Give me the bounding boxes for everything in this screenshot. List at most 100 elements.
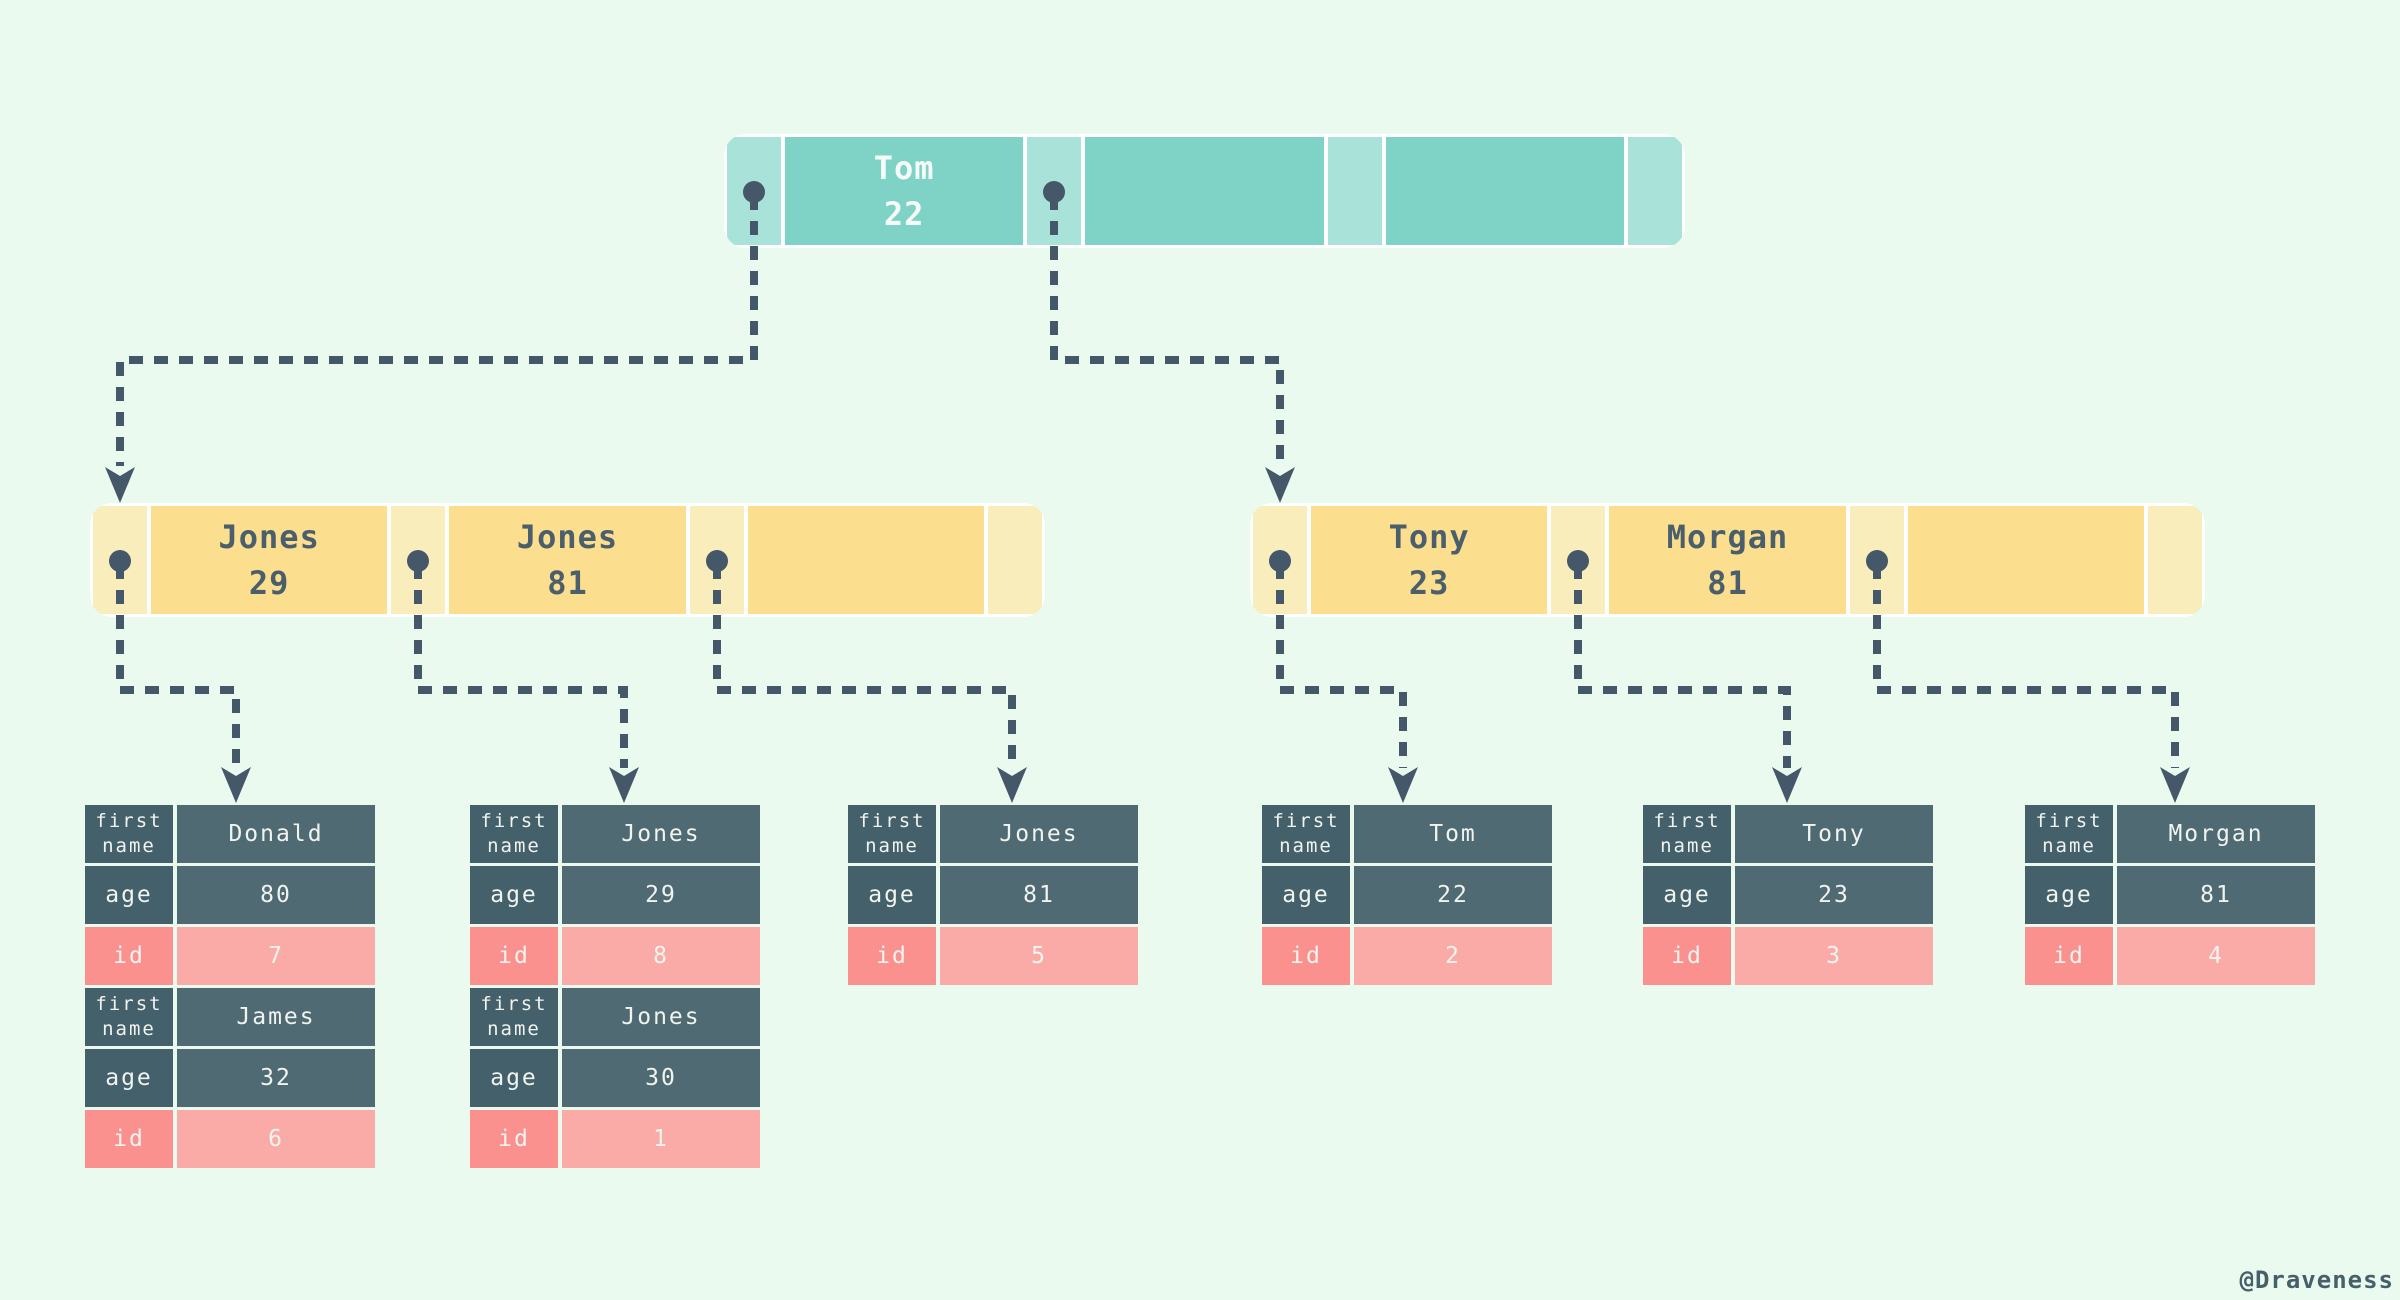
table-row: age 29: [470, 866, 760, 924]
key-cell: Morgan 81: [1609, 506, 1846, 614]
key-cell: [1385, 137, 1624, 245]
field-label: age: [1643, 866, 1731, 924]
key-cell: Tom 22: [785, 137, 1024, 245]
table-row: id 8: [470, 927, 760, 985]
key-name: Tony: [1388, 518, 1470, 556]
pointer-cell: [1253, 506, 1307, 614]
field-label: age: [470, 1049, 558, 1107]
table-row: age 81: [848, 866, 1138, 924]
table-row: age 30: [470, 1049, 760, 1107]
table-row: id 3: [1643, 927, 1933, 985]
field-value: 4: [2117, 927, 2315, 985]
field-value: 8: [562, 927, 760, 985]
table-row: first name Jones: [470, 805, 760, 863]
field-label: first name: [85, 988, 173, 1046]
key-name: Jones: [516, 518, 619, 556]
table-row: id 7: [85, 927, 375, 985]
pointer-cell: [1327, 137, 1382, 245]
field-label: id: [848, 927, 936, 985]
table-row: id 1: [470, 1110, 760, 1168]
btree-internal-node-right: Tony 23 Morgan 81: [1250, 503, 2205, 617]
field-value: Morgan: [2117, 805, 2315, 863]
table-row: first name James: [85, 988, 375, 1046]
field-label: id: [85, 927, 173, 985]
field-value: Tony: [1735, 805, 1933, 863]
field-value: James: [177, 988, 375, 1046]
key-age: 23: [1408, 564, 1450, 602]
pointer-cell: [1027, 137, 1082, 245]
table-row: age 22: [1262, 866, 1552, 924]
field-label: age: [470, 866, 558, 924]
field-value: 1: [562, 1110, 760, 1168]
key-cell: [1907, 506, 2144, 614]
pointer-cell: [727, 137, 781, 245]
field-value: 22: [1354, 866, 1552, 924]
field-value: 7: [177, 927, 375, 985]
arrowhead-icon: [997, 767, 1027, 803]
record-table-1: first name Donald age 80 id 7 first name…: [85, 805, 375, 1168]
field-label: id: [2025, 927, 2113, 985]
field-label: age: [85, 866, 173, 924]
field-label: first name: [848, 805, 936, 863]
key-cell: [1085, 137, 1324, 245]
pointer-cell: [93, 506, 147, 614]
field-value: 80: [177, 866, 375, 924]
table-row: first name Tom: [1262, 805, 1552, 863]
arrowhead-icon: [609, 767, 639, 803]
field-label: age: [2025, 866, 2113, 924]
field-value: 29: [562, 866, 760, 924]
key-age: 29: [248, 564, 290, 602]
table-row: first name Tony: [1643, 805, 1933, 863]
field-value: Jones: [562, 988, 760, 1046]
field-value: 30: [562, 1049, 760, 1107]
pointer-cell: [1627, 137, 1682, 245]
field-label: age: [85, 1049, 173, 1107]
field-label: first name: [2025, 805, 2113, 863]
field-value: 2: [1354, 927, 1552, 985]
field-value: 6: [177, 1110, 375, 1168]
arrowhead-icon: [1265, 467, 1295, 503]
arrowhead-icon: [105, 467, 135, 503]
key-cell: Jones 29: [151, 506, 388, 614]
field-label: first name: [470, 805, 558, 863]
field-value: 23: [1735, 866, 1933, 924]
pointer-cell: [689, 506, 744, 614]
arrowhead-icon: [1388, 767, 1418, 803]
pointer-cell: [1551, 506, 1606, 614]
field-label: id: [1262, 927, 1350, 985]
key-cell: [747, 506, 984, 614]
key-name: Jones: [218, 518, 320, 556]
record-table-2: first name Jones age 29 id 8 first name …: [470, 805, 760, 1168]
field-value: 81: [2117, 866, 2315, 924]
arrowhead-icon: [221, 767, 251, 803]
table-row: id 2: [1262, 927, 1552, 985]
table-row: id 4: [2025, 927, 2315, 985]
table-row: first name Morgan: [2025, 805, 2315, 863]
btree-root-node: Tom 22: [724, 134, 1685, 248]
key-cell: Tony 23: [1311, 506, 1548, 614]
field-label: id: [85, 1110, 173, 1168]
field-label: id: [470, 1110, 558, 1168]
table-row: age 23: [1643, 866, 1933, 924]
connector-root-to-left-node: [116, 196, 758, 466]
field-label: first name: [1643, 805, 1731, 863]
btree-internal-node-left: Jones 29 Jones 81: [90, 503, 1045, 617]
pointer-cell: [987, 506, 1042, 614]
field-value: 5: [940, 927, 1138, 985]
field-value: Jones: [940, 805, 1138, 863]
table-row: first name Donald: [85, 805, 375, 863]
field-value: Tom: [1354, 805, 1552, 863]
field-label: age: [1262, 866, 1350, 924]
key-name: Tom: [873, 149, 935, 187]
record-table-4: first name Tom age 22 id 2: [1262, 805, 1552, 985]
record-table-6: first name Morgan age 81 id 4: [2025, 805, 2315, 985]
arrowhead-icon: [1772, 767, 1802, 803]
table-row: age 80: [85, 866, 375, 924]
field-value: Jones: [562, 805, 760, 863]
field-label: age: [848, 866, 936, 924]
table-row: age 32: [85, 1049, 375, 1107]
pointer-cell: [1849, 506, 1904, 614]
field-label: first name: [470, 988, 558, 1046]
table-row: age 81: [2025, 866, 2315, 924]
table-row: id 6: [85, 1110, 375, 1168]
